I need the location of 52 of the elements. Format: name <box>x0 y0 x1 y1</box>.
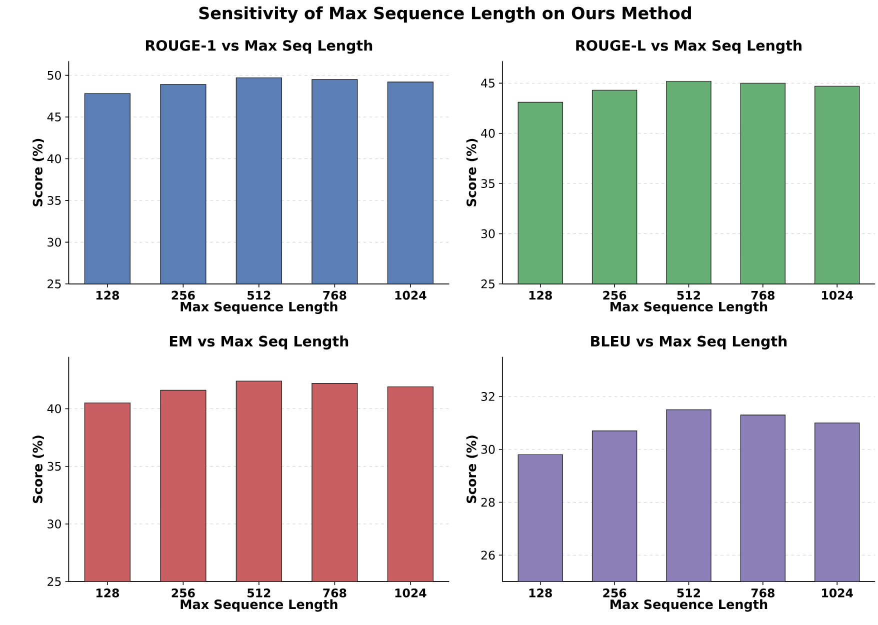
x-tick-label: 512 <box>248 588 270 598</box>
y-axis-title: Score (%) <box>466 436 478 504</box>
y-axis-title: Score (%) <box>32 138 44 206</box>
chart-title: BLEU vs Max Seq Length <box>591 336 787 350</box>
x-axis-title: Max Sequence Length <box>180 599 338 612</box>
y-axis-title: Score (%) <box>466 138 478 206</box>
y-tick-label: 30 <box>48 238 61 247</box>
x-axis-title: Max Sequence Length <box>180 302 338 314</box>
chart-title: EM vs Max Seq Length <box>170 336 348 350</box>
y-tick-label: 45 <box>481 78 494 88</box>
x-tick-label: 768 <box>323 290 346 300</box>
y-tick-label: 25 <box>481 279 494 288</box>
x-tick-label: 1024 <box>395 588 426 598</box>
y-tick-label: 28 <box>481 498 495 507</box>
x-tick-label: 256 <box>603 588 626 598</box>
y-tick-label: 40 <box>47 154 61 164</box>
x-tick-label: 768 <box>751 290 774 300</box>
x-tick-label: 512 <box>677 588 700 598</box>
x-tick-label: 128 <box>96 290 120 300</box>
chart-title: ROUGE-1 vs Max Seq Length <box>146 40 372 54</box>
x-tick-label: 256 <box>172 290 195 300</box>
y-tick-label: 32 <box>481 392 494 401</box>
x-tick-label: 1024 <box>395 290 426 300</box>
y-tick-label: 35 <box>48 462 61 471</box>
y-tick-label: 30 <box>481 444 495 454</box>
x-tick-label: 256 <box>603 290 626 300</box>
chart-title: ROUGE-L vs Max Seq Length <box>576 40 802 54</box>
y-axis-title: Score (%) <box>32 436 44 504</box>
text: Sensitivity of Max Sequence Length on Ours Method <box>199 6 691 23</box>
x-tick-label: 512 <box>248 290 270 300</box>
y-tick-label: 25 <box>48 577 61 586</box>
x-tick-label: 1024 <box>822 290 853 300</box>
y-tick-label: 40 <box>47 404 61 414</box>
x-tick-label: 768 <box>323 588 346 598</box>
x-axis-title: Max Sequence Length <box>610 302 768 314</box>
y-tick-label: 35 <box>481 179 494 188</box>
x-tick-label: 128 <box>96 588 120 598</box>
x-tick-label: 128 <box>529 588 552 598</box>
y-tick-label: 30 <box>481 229 495 238</box>
y-tick-label: 35 <box>48 196 61 205</box>
x-tick-label: 768 <box>751 588 774 598</box>
y-tick-label: 50 <box>48 70 61 80</box>
y-tick-label: 26 <box>481 550 495 560</box>
y-tick-label: 25 <box>48 279 61 288</box>
x-axis-title: Max Sequence Length <box>610 599 768 612</box>
x-tick-label: 128 <box>529 290 552 300</box>
y-tick-label: 45 <box>47 112 61 122</box>
x-tick-label: 1024 <box>822 588 853 598</box>
x-tick-label: 512 <box>677 290 700 300</box>
y-tick-label: 30 <box>48 520 61 528</box>
x-tick-label: 256 <box>172 588 195 598</box>
y-tick-label: 40 <box>481 128 495 138</box>
